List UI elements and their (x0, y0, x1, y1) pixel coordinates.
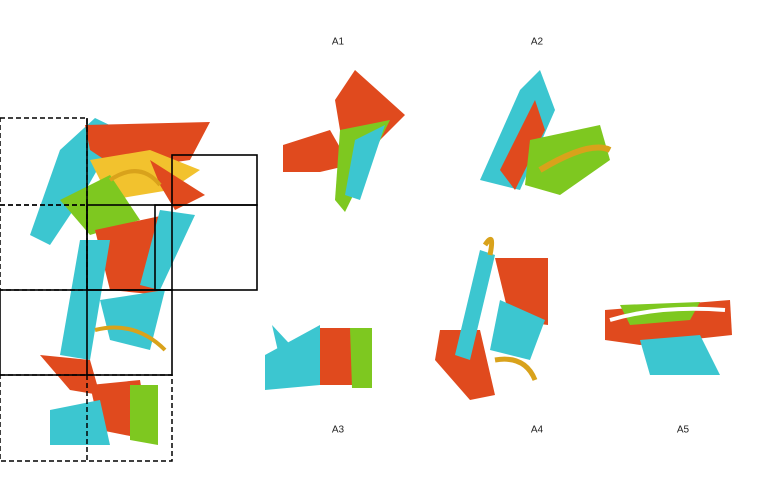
panel-a3-artwork (265, 325, 372, 390)
panel-a1-artwork (283, 70, 405, 212)
panel-label: A1 (332, 37, 345, 48)
panel-label: A4 (531, 425, 544, 436)
panel-label: A2 (531, 37, 544, 48)
panel-a2-artwork (480, 70, 612, 195)
panel-label: A3 (332, 425, 345, 436)
grid-frames (0, 117, 258, 462)
panel-label: A5 (677, 425, 690, 436)
composite-artwork (30, 118, 210, 445)
panel-a4-artwork (435, 236, 548, 400)
panel-a5-artwork (605, 300, 732, 375)
